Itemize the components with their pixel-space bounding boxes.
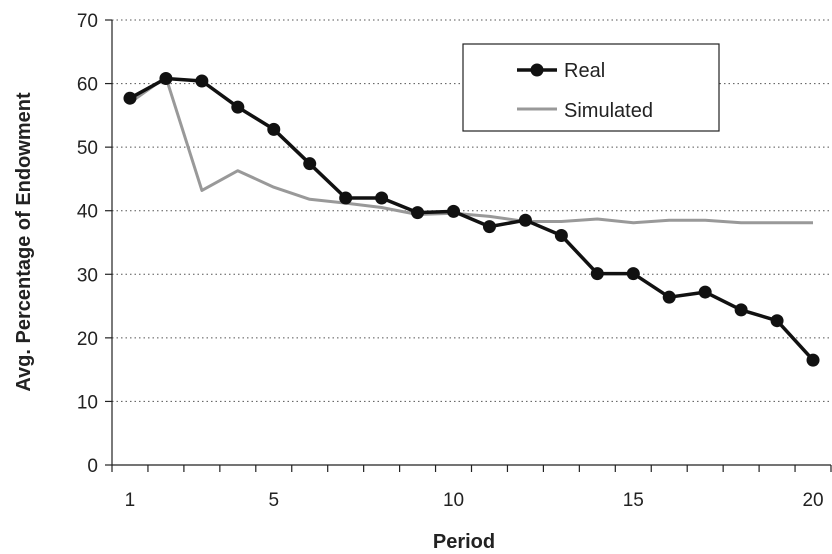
data-point-real: [411, 206, 425, 220]
y-tick-label: 40: [77, 202, 98, 223]
data-point-real: [554, 229, 568, 243]
y-tick-label: 10: [77, 392, 98, 413]
legend-box: [462, 43, 720, 132]
data-point-real: [698, 285, 712, 299]
x-tick-label: 5: [268, 490, 279, 511]
legend-real-marker: [530, 63, 544, 77]
y-tick-label: 50: [77, 138, 98, 159]
series-markers: [123, 71, 820, 367]
y-tick-label: 20: [77, 329, 98, 350]
x-axis-ticks: 1 5 10 15 20: [111, 465, 832, 511]
y-tick-label: 70: [77, 11, 98, 32]
data-point-real: [447, 204, 461, 218]
data-point-real: [303, 157, 317, 171]
x-tick-label: 1: [125, 490, 136, 511]
data-point-real: [159, 71, 173, 85]
data-point-real: [482, 220, 496, 234]
y-axis-ticks: 0 10 20 30 40 50 60 70: [77, 11, 112, 477]
series-line-simulated: [129, 75, 813, 225]
x-tick-label: 20: [802, 490, 823, 511]
legend-real-label: Real: [564, 60, 605, 82]
data-point-real: [231, 100, 245, 114]
data-point-real: [339, 191, 353, 205]
data-point-real: [770, 314, 784, 328]
data-point-real: [662, 290, 676, 304]
data-point-real: [195, 74, 209, 88]
x-tick-label: 10: [443, 490, 464, 511]
data-point-real: [734, 303, 748, 317]
data-point-real: [375, 191, 389, 205]
y-tick-label: 60: [77, 75, 98, 96]
data-point-real: [123, 91, 137, 105]
data-point-real: [590, 267, 604, 281]
data-point-real: [518, 213, 532, 227]
y-tick-label: 0: [87, 456, 98, 477]
legend-simulated-label: Simulated: [564, 100, 653, 122]
y-axis-title: Avg. Percentage of Endowment: [13, 92, 35, 392]
data-point-real: [806, 353, 820, 367]
y-tick-label: 30: [77, 265, 98, 286]
data-point-real: [626, 267, 640, 281]
data-point-real: [267, 122, 281, 136]
x-tick-label: 15: [623, 490, 644, 511]
x-axis-title: Period: [433, 531, 495, 553]
legend: Real Simulated: [462, 43, 720, 132]
